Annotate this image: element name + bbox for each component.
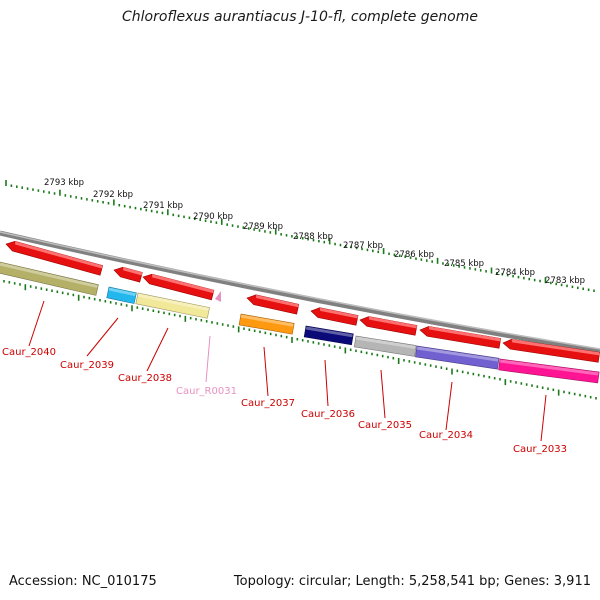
- accession-text: Accession: NC_010175: [9, 574, 157, 589]
- gene-arrow: [419, 326, 502, 349]
- callout-line: [86, 317, 119, 357]
- gene-label: Caur_2034: [419, 430, 473, 441]
- gene-label: Caur_2033: [513, 444, 567, 455]
- scale-label: 2791 kbp: [143, 201, 183, 211]
- gene-bar: [0, 261, 99, 296]
- gene-bars: [0, 261, 600, 384]
- gene-label: Caur_2039: [60, 360, 114, 371]
- gene-arrow: [5, 241, 104, 276]
- gene-label: Caur_2038: [118, 373, 172, 384]
- gene-label: Caur_2040: [2, 347, 56, 358]
- scale-labels: 2793 kbp 2792 kbp 2791 kbp 2790 kbp 2789 kbp…: [44, 178, 585, 286]
- scale-label: 2793 kbp: [44, 178, 84, 188]
- gene-bar: [135, 292, 210, 319]
- gene-arrow: [142, 273, 215, 301]
- gene-bar: [353, 335, 417, 357]
- gene-label: Caur_2037: [241, 398, 295, 409]
- gene-bar: [415, 345, 500, 370]
- gene-arrow: [359, 316, 418, 336]
- genome-summary-text: Topology: circular; Length: 5,258,541 bp…: [233, 574, 591, 589]
- gene-bar: [303, 325, 354, 346]
- scale-label: 2787 kbp: [343, 241, 383, 251]
- scale-label: 2786 kbp: [394, 250, 434, 260]
- callout-line: [28, 300, 45, 347]
- gene-label: Caur_2036: [301, 409, 355, 420]
- gene-label: Caur_R0031: [176, 386, 237, 397]
- callout-line: [263, 346, 269, 397]
- scale-label: 2790 kbp: [193, 212, 233, 222]
- gene-label: Caur_2035: [358, 420, 412, 431]
- genome-backbone: [0, 230, 600, 354]
- gene-bar: [498, 358, 600, 384]
- gene-arrow: [113, 266, 143, 283]
- gene-arrows: [5, 241, 600, 363]
- rna-marker: [215, 291, 221, 302]
- scale-label: 2785 kbp: [444, 259, 484, 269]
- gene-arrow: [502, 338, 600, 363]
- callout-line: [380, 369, 386, 419]
- scale-label: 2789 kbp: [243, 222, 283, 232]
- scale-label: 2788 kbp: [293, 232, 333, 242]
- gene-arrow: [246, 294, 300, 315]
- scale-ticks: [3, 180, 597, 400]
- gene-bar: [238, 313, 295, 335]
- callout-line: [205, 335, 211, 383]
- gene-callouts: Caur_2040 Caur_2039 Caur_2038 Caur_R0031 Cau…: [2, 300, 567, 455]
- gene-bar: [106, 286, 137, 304]
- scale-label: 2784 kbp: [495, 268, 535, 278]
- callout-line: [324, 359, 329, 407]
- callout-line: [540, 394, 547, 442]
- callout-line: [445, 381, 453, 431]
- backbone-highlight: [0, 231, 600, 350]
- genome-title: Chloroflexus aurantiacus J-10-fl, comple…: [122, 9, 478, 25]
- callout-line: [146, 327, 169, 372]
- scale-label: 2783 kbp: [545, 276, 585, 286]
- gene-arrow: [310, 307, 359, 326]
- scale-label: 2792 kbp: [93, 190, 133, 200]
